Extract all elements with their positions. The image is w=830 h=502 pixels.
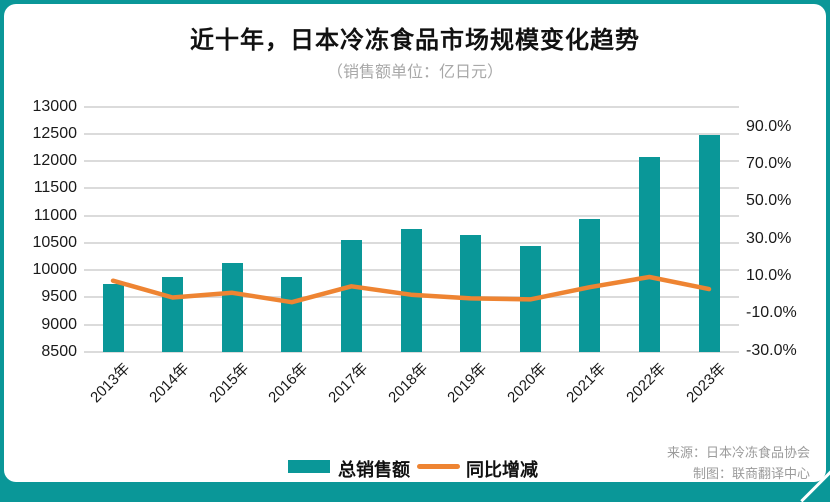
left-axis-tick-label: 9000: [41, 315, 77, 333]
left-axis-tick-label: 13000: [32, 97, 78, 115]
right-axis-tick-label: 70.0%: [746, 155, 792, 173]
gridline: [84, 187, 739, 190]
bar-2021年: [579, 219, 601, 352]
gridline: [84, 351, 739, 353]
gridline: [84, 160, 739, 163]
bar-2016年: [281, 276, 303, 352]
gridline: [84, 105, 739, 108]
right-axis-tick-label: 50.0%: [746, 192, 792, 210]
left-axis-tick-label: 10500: [32, 233, 78, 251]
right-axis-tick-label: 10.0%: [746, 267, 792, 285]
right-axis-tick-label: 30.0%: [746, 229, 792, 247]
legend-bar-swatch: [288, 460, 330, 473]
left-axis-tick-label: 10000: [32, 261, 78, 279]
left-axis-tick-label: 8500: [41, 343, 77, 360]
source-line-1: 来源：日本冷冻食品协会: [666, 445, 810, 460]
left-axis-tick-label: 12500: [32, 124, 78, 142]
legend-line-label: 同比增减: [466, 460, 538, 480]
bar-2015年: [221, 263, 243, 352]
chart-title: 近十年，日本冷冻食品市场规模变化趋势: [190, 27, 640, 54]
left-axis-tick-label: 12000: [32, 152, 78, 170]
chart-subtitle: （销售额单位：亿日元）: [326, 64, 503, 81]
bar-2018年: [400, 228, 422, 352]
left-axis-tick-label: 11000: [33, 206, 77, 224]
source-line-2: 制图：联商翻译中心: [692, 466, 810, 481]
bar-2022年: [638, 157, 660, 352]
right-axis-tick-label: 90.0%: [746, 117, 792, 135]
legend-line-swatch: [417, 464, 460, 469]
gridline: [84, 132, 739, 135]
bar-2023年: [698, 134, 720, 352]
left-axis-tick-label: 9500: [41, 288, 77, 306]
bar-2020年: [519, 246, 541, 352]
right-axis-tick-label: -10.0%: [746, 304, 797, 322]
bar-2014年: [162, 277, 184, 352]
legend-bar-label: 总销售额: [338, 460, 410, 480]
bar-2019年: [460, 234, 482, 352]
bar-2017年: [340, 239, 362, 352]
right-axis-tick-label: -30.0%: [746, 341, 797, 359]
legend: 总销售额 同比增减: [0, 456, 830, 480]
bar-2013年: [102, 283, 124, 352]
left-axis-tick-label: 11500: [33, 179, 77, 197]
gridline: [84, 214, 739, 217]
